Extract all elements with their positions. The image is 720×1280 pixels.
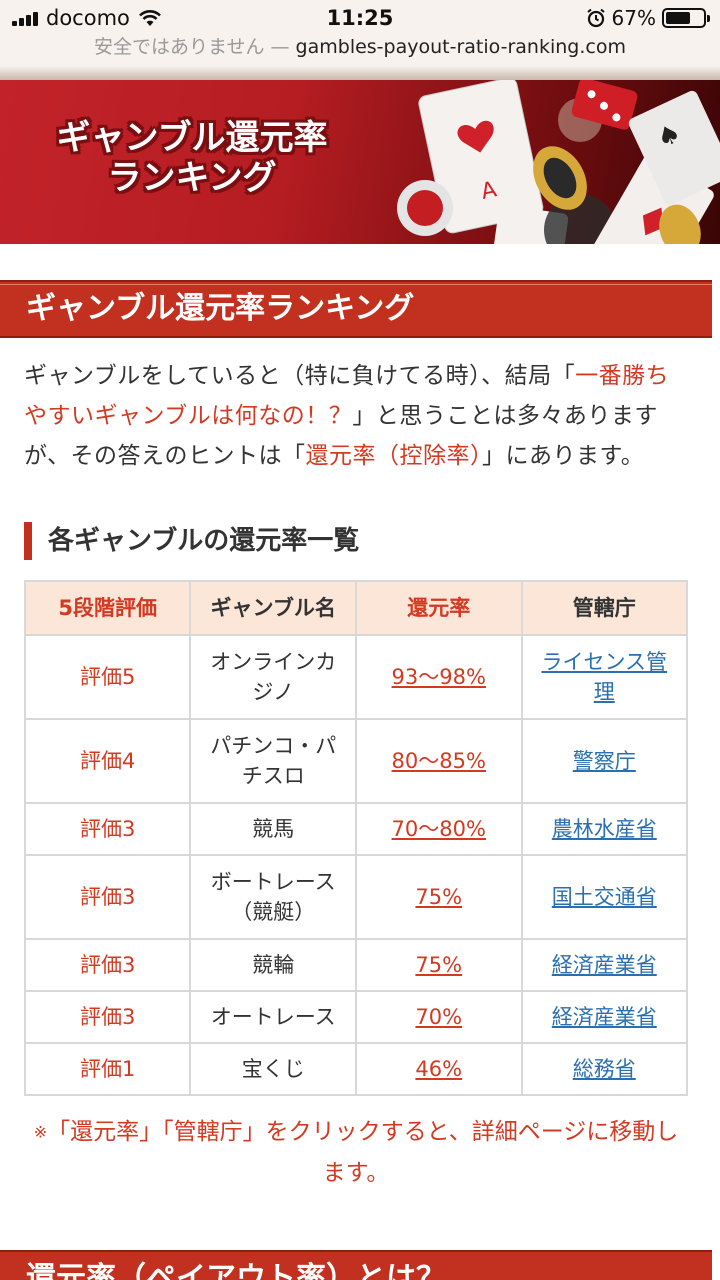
url-bar-shadow [0,66,720,80]
intro-highlight-1: 一番勝ちやすいギャンブルは何なの！？ [24,363,670,429]
rate-cell: 70〜80% [354,802,523,856]
agency-link[interactable]: 警察庁 [572,749,636,773]
intro-highlight-2: 還元率（控除率） [305,443,483,469]
battery-percent: 67% [611,6,656,30]
table-row: 評価3 オートレース 70% 経済産業省 [23,990,689,1044]
rate-cell: 80〜85% [354,718,523,804]
table-row: 評価3 競馬 70〜80% 農林水産省 [23,802,689,856]
rate-cell: 75% [354,938,523,992]
rating-cell: 評価3 [23,854,192,940]
rate-link[interactable]: 70% [415,1005,463,1029]
agency-link[interactable]: 農林水産省 [551,817,657,841]
status-bar: docomo 11:25 67% [0,0,720,36]
agency-cell: 農林水産省 [520,802,689,856]
gamble-name-cell: ボートレース（競艇） [189,854,357,940]
gamble-name-cell: オートレース [189,990,357,1044]
gamble-name-cell: オンラインカジノ [189,634,357,720]
banner-title: ギャンブル還元率 ランキング [42,118,342,198]
rate-cell: 70% [354,990,523,1044]
rating-cell: 評価5 [23,634,192,720]
rating-cell: 評価3 [23,990,192,1044]
click-note: ※「還元率」「管轄庁」をクリックすると、詳細ページに移動します。 [24,1112,688,1193]
banner-title-line1: ギャンブル還元率 [56,118,328,158]
section-header-ranking: ギャンブル還元率ランキング [0,280,712,338]
agency-link[interactable]: 経済産業省 [551,953,657,977]
table-row: 評価1 宝くじ 46% 総務省 [23,1042,689,1096]
banner-title-line2: ランキング [107,158,277,198]
gamble-name-cell: 競馬 [189,802,357,856]
agency-cell: ライセンス管理 [520,634,689,720]
casino-cards-illustration: A ♠ [397,80,720,244]
battery-icon [662,8,710,28]
header-payout-rate: 還元率 [354,580,523,636]
intro-paragraph: ギャンブルをしていると（特に負けてる時）、結局「一番勝ちやすいギャンブルは何なの… [24,356,688,476]
agency-cell: 国土交通省 [520,854,689,940]
rating-cell: 評価1 [23,1042,192,1096]
note-mark: ※ [33,1122,48,1142]
table-row: 評価4 パチンコ・パチスロ 80〜85% 警察庁 [23,718,689,804]
section-header-payout-definition: 還元率（ペイアウト率）とは？ [0,1250,712,1280]
carrier-name: docomo [46,6,130,30]
gamble-name-cell: 競輪 [189,938,357,992]
status-time: 11:25 [326,6,394,30]
table-row: 評価3 競輪 75% 経済産業省 [23,938,689,992]
svg-text:A: A [479,177,499,205]
rate-link[interactable]: 75% [415,953,463,977]
rate-link[interactable]: 70〜80% [391,817,486,841]
agency-cell: 経済産業省 [520,990,689,1044]
payout-ranking-table: 5段階評価 ギャンブル名 還元率 管轄庁 評価5 オンラインカジノ 93〜98%… [23,580,689,1096]
header-rating: 5段階評価 [23,580,192,636]
gamble-name-cell: 宝くじ [189,1042,357,1096]
note-text: 「還元率」「管轄庁」をクリックすると、詳細ページに移動します。 [47,1119,679,1186]
url-bar[interactable]: 安全ではありません — gambles-payout-ratio-ranking… [0,36,720,66]
rate-link[interactable]: 93〜98% [391,665,486,689]
rate-cell: 46% [354,1042,523,1096]
status-left: docomo [12,6,162,30]
alarm-icon [586,8,605,28]
wifi-icon [138,10,161,26]
agency-cell: 経済産業省 [520,938,689,992]
url-domain: gambles-payout-ratio-ranking.com [295,36,626,58]
security-warning: 安全ではありません — [94,36,290,58]
hero-banner[interactable]: ギャンブル還元率 ランキング A ♠ [0,80,720,244]
table-heading: 各ギャンブルの還元率一覧 [24,522,359,560]
rating-cell: 評価3 [23,938,192,992]
table-row: 評価3 ボートレース（競艇） 75% 国土交通省 [23,854,689,940]
rating-cell: 評価3 [23,802,192,856]
intro-text-3: 」にあります。 [482,443,645,469]
rate-cell: 93〜98% [354,634,523,720]
table-header-row: 5段階評価 ギャンブル名 還元率 管轄庁 [23,580,689,636]
rate-link[interactable]: 75% [415,885,463,909]
rate-link[interactable]: 80〜85% [391,749,486,773]
header-gamble-name: ギャンブル名 [189,580,357,636]
header-agency: 管轄庁 [520,580,689,636]
signal-icon [12,10,38,26]
status-right: 67% [586,6,710,30]
gamble-name-cell: パチンコ・パチスロ [189,718,357,804]
agency-link[interactable]: 国土交通省 [551,885,657,909]
agency-link[interactable]: 総務省 [572,1057,636,1081]
rating-cell: 評価4 [23,718,192,804]
agency-cell: 警察庁 [520,718,689,804]
rate-link[interactable]: 46% [415,1057,463,1081]
table-row: 評価5 オンラインカジノ 93〜98% ライセンス管理 [23,634,689,720]
intro-text-2: 」と思うことは多々ありますが、その答えのヒントは「 [24,403,658,469]
agency-link[interactable]: ライセンス管理 [541,650,668,704]
rate-cell: 75% [354,854,523,940]
agency-cell: 総務省 [520,1042,689,1096]
intro-text-1: ギャンブルをしていると（特に負けてる時）、結局「 [24,363,576,389]
agency-link[interactable]: 経済産業省 [551,1005,657,1029]
